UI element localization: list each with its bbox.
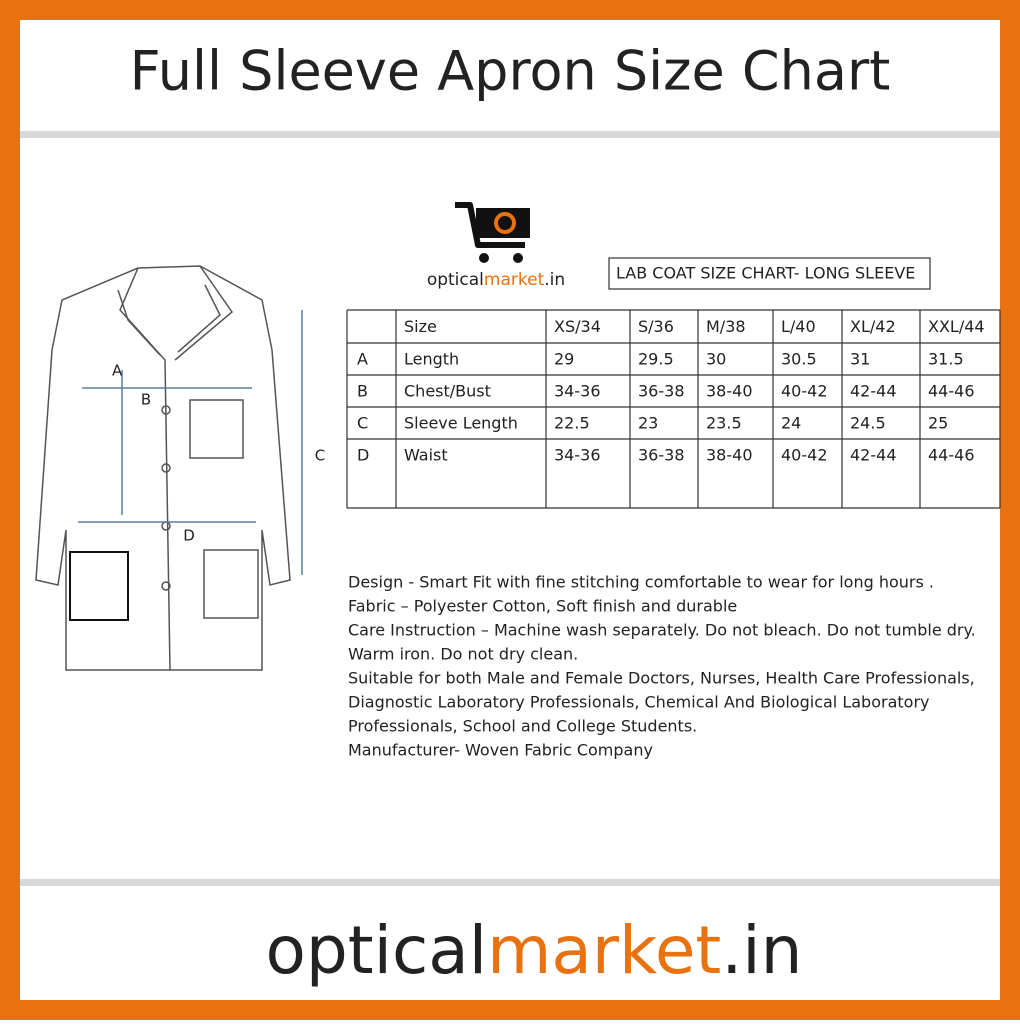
table-cell: 36-38: [638, 446, 685, 465]
table-cell: 29.5: [638, 350, 674, 369]
logo-part: market: [484, 270, 545, 290]
table-cell: 31.5: [928, 350, 964, 369]
panel: [20, 20, 1000, 1000]
brand-part: optical: [266, 912, 488, 989]
row-name: Waist: [404, 446, 448, 465]
measure-lines: [78, 310, 303, 575]
row-key: A: [357, 350, 368, 369]
description-line: Suitable for both Male and Female Doctor…: [348, 669, 975, 688]
description-line: Care Instruction – Machine wash separate…: [348, 621, 976, 640]
divider: [20, 879, 1000, 886]
diagram-label: C: [315, 447, 325, 465]
row-name: Length: [404, 350, 459, 369]
table-header: Size: [404, 317, 437, 336]
table-cell: 34-36: [554, 446, 601, 465]
footer-brand: opticalmarket.in: [266, 912, 803, 989]
row-name: Chest/Bust: [404, 382, 491, 401]
logo-part: optical: [427, 270, 484, 290]
table-cell: 23.5: [706, 414, 742, 433]
table-cell: 38-40: [706, 382, 753, 401]
table-cell: 22.5: [554, 414, 590, 433]
table-header: XL/42: [850, 317, 896, 336]
coat-drawing: [35, 265, 291, 671]
diagram-label: A: [112, 362, 123, 380]
description-line: Professionals, School and College Studen…: [348, 717, 697, 736]
brand-part: market: [487, 912, 721, 989]
table-cell: 44-46: [928, 446, 975, 465]
cart-icon: [455, 202, 530, 263]
table-cell: 24: [781, 414, 801, 433]
table-cell: 24.5: [850, 414, 886, 433]
diagram-label: B: [141, 391, 151, 409]
description-line: Design - Smart Fit with fine stitching c…: [348, 573, 934, 592]
table-cell: 25: [928, 414, 948, 433]
logo-part: .in: [544, 270, 565, 290]
table-cell: 31: [850, 350, 870, 369]
table-header: S/36: [638, 317, 674, 336]
logo-text: opticalmarket.in: [427, 270, 565, 290]
description-line: Warm iron. Do not dry clean.: [348, 645, 578, 664]
table-cell: 38-40: [706, 446, 753, 465]
table-cell: 42-44: [850, 446, 897, 465]
table-cell: 34-36: [554, 382, 601, 401]
table-header: XXL/44: [928, 317, 985, 336]
row-key: C: [357, 414, 368, 433]
chart-title: LAB COAT SIZE CHART- LONG SLEEVE: [616, 264, 915, 283]
table-cell: 44-46: [928, 382, 975, 401]
diagram-label: D: [183, 527, 195, 545]
table-cell: 29: [554, 350, 574, 369]
table-header: L/40: [781, 317, 816, 336]
table-cell: 36-38: [638, 382, 685, 401]
table-cell: 30.5: [781, 350, 817, 369]
page-title: Full Sleeve Apron Size Chart: [130, 40, 891, 103]
brand-part: .in: [721, 912, 802, 989]
divider: [20, 131, 1000, 138]
table-cell: 40-42: [781, 382, 828, 401]
size-table: Size XS/34 S/36 M/38 L/40 XL/42 XXL/44 A Length 2…: [346, 309, 1001, 509]
description-line: Fabric – Polyester Cotton, Soft finish a…: [348, 597, 737, 616]
table-cell: 30: [706, 350, 726, 369]
chart-title-box: [608, 257, 931, 290]
table-header: M/38: [706, 317, 746, 336]
description-line: Manufacturer- Woven Fabric Company: [348, 741, 653, 760]
row-name: Sleeve Length: [404, 414, 518, 433]
row-key: B: [357, 382, 368, 401]
description-line: Diagnostic Laboratory Professionals, Che…: [348, 693, 929, 712]
table-cell: 23: [638, 414, 658, 433]
row-key: D: [357, 446, 369, 465]
table-cell: 42-44: [850, 382, 897, 401]
table-cell: 40-42: [781, 446, 828, 465]
description: Design - Smart Fit with fine stitching c…: [348, 573, 976, 760]
table-header: XS/34: [554, 317, 601, 336]
